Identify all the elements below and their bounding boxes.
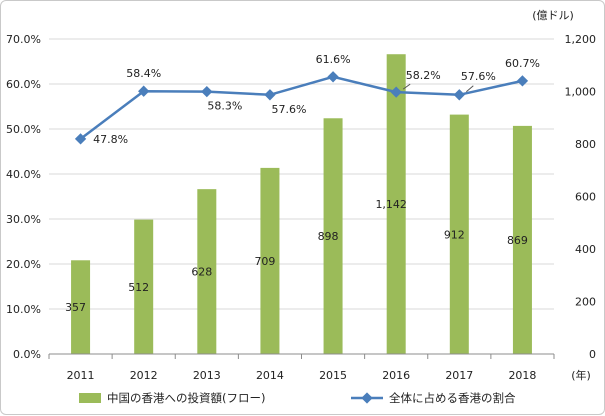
bar-series (71, 54, 532, 355)
bar-data-label: 357 (65, 301, 86, 314)
x-axis-tick-label: 2018 (508, 369, 536, 382)
data-label-leader (402, 83, 411, 90)
data-label-leader (465, 85, 474, 93)
left-axis-tick-label: 60.0% (6, 78, 41, 91)
right-axis-tick-label: 600 (575, 191, 596, 204)
x-axis-tick-label: 2014 (256, 369, 284, 382)
right-axis-tick-label: 800 (575, 138, 596, 151)
legend-line-marker (361, 392, 373, 404)
legend-line-label: 全体に占める香港の割合 (389, 391, 516, 405)
line-data-label: 57.6% (461, 70, 496, 83)
right-axis-tick-label: 1,200 (565, 33, 597, 46)
line-data-label: 57.6% (271, 103, 306, 116)
bar-data-label: 912 (444, 228, 465, 241)
line-data-label: 61.6% (316, 53, 351, 66)
bar (197, 189, 217, 354)
legend-bar-swatch (79, 393, 101, 403)
line-data-label: 60.7% (505, 57, 540, 70)
bar (386, 54, 406, 354)
gridlines (49, 38, 554, 310)
line-data-labels: 47.8% 58.4% 58.3% 57.6% 61.6% 58.2% 57.6% 60.7% (93, 53, 540, 146)
legend-bar-label: 中国の香港への投資額(フロー) (107, 391, 265, 405)
bar (449, 114, 469, 354)
line-point (516, 75, 529, 87)
bar-data-label: 1,142 (375, 198, 407, 211)
line-point (327, 71, 339, 83)
x-axis-tick-label: 2013 (193, 369, 221, 382)
left-axis-tick-label: 10.0% (6, 303, 41, 316)
line-point (201, 85, 213, 98)
left-axis-tick-label: 70.0% (6, 33, 41, 46)
bar-data-label: 898 (318, 230, 339, 243)
line-point (453, 89, 465, 101)
line-data-label: 58.2% (406, 69, 441, 82)
x-axis-tick-label: 2015 (319, 369, 347, 382)
line-path (79, 75, 523, 140)
left-axis-tick-label: 30.0% (6, 213, 41, 226)
left-axis-tick-label: 40.0% (6, 168, 41, 181)
right-axis-tick-label: 1,000 (565, 86, 597, 99)
right-axis-tick-label: 200 (575, 296, 596, 309)
bar-data-label: 628 (191, 266, 212, 279)
line-point (264, 89, 276, 101)
x-axis-tick-label: 2016 (382, 369, 410, 382)
line-data-label: 58.3% (207, 100, 242, 113)
bar-data-label: 869 (507, 234, 528, 247)
legend: 中国の香港への投資額(フロー) 全体に占める香港の割合 (79, 391, 516, 405)
bar (71, 260, 91, 354)
axes: 0.0% 10.0% 20.0% 30.0% 40.0% 50.0% 60.0% 70.0% 0… (6, 33, 596, 382)
line-data-label: 47.8% (93, 133, 128, 146)
bar (323, 118, 343, 355)
left-axis-tick-label: 50.0% (6, 123, 41, 136)
bar (134, 219, 154, 354)
right-axis-tick-label: 400 (575, 243, 596, 256)
right-axis-tick-label: 0 (589, 348, 596, 361)
left-axis-tick-label: 0.0% (13, 348, 41, 361)
left-axis-tick-label: 20.0% (6, 258, 41, 271)
bar-data-labels: 357 512 628 709 898 1,142 912 869 (65, 198, 528, 314)
right-axis-unit-label: (億ドル) (532, 9, 574, 22)
line-data-label: 58.4% (126, 67, 161, 80)
bar-data-label: 709 (254, 255, 275, 268)
x-axis-tick-label: 2012 (130, 369, 158, 382)
bar (260, 167, 280, 354)
bar (512, 125, 532, 354)
x-axis-unit-label: (年) (571, 368, 591, 382)
bar-data-label: 512 (128, 281, 149, 294)
x-axis-tick-label: 2017 (445, 369, 473, 382)
x-axis-tick-label: 2011 (67, 369, 95, 382)
